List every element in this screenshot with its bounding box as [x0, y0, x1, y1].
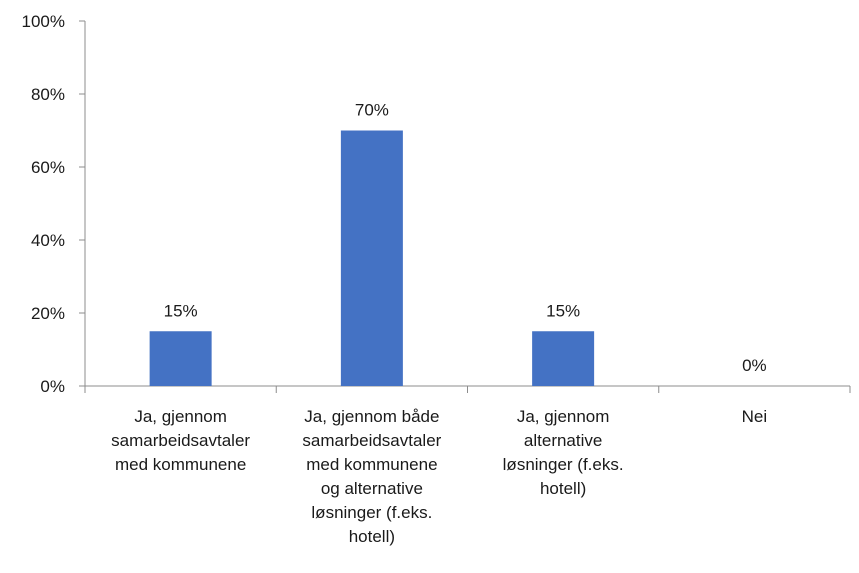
y-tick-label: 80%: [31, 85, 65, 104]
data-labels: 15% 70% 15% 0%: [164, 101, 767, 376]
x-axis: [79, 385, 851, 393]
y-tick-label: 0%: [40, 377, 65, 396]
y-tick-label: 60%: [31, 158, 65, 177]
bar: [149, 331, 212, 386]
bar: [340, 130, 403, 386]
y-tick-label: 100%: [22, 12, 65, 31]
data-label: 0%: [742, 356, 767, 375]
y-tick-label: 20%: [31, 304, 65, 323]
data-label: 15%: [546, 301, 580, 320]
y-axis: 0% 20% 40% 60% 80% 100%: [22, 12, 86, 396]
bar: [532, 331, 595, 386]
y-tick-label: 40%: [31, 231, 65, 250]
x-category-label: Ja, gjennom både samarbeidsavtaler med kom…: [302, 407, 441, 546]
data-label: 70%: [355, 101, 389, 120]
x-category-label: Ja, gjennom alternative løsninger (f.eks. h…: [503, 407, 624, 498]
category-labels: Ja, gjennom samarbeidsavtaler med kommunen…: [111, 407, 767, 546]
x-category-label: Ja, gjennom samarbeidsavtaler med kommunen…: [111, 407, 250, 474]
bars: [149, 130, 595, 386]
data-label: 15%: [164, 301, 198, 320]
x-category-label: Nei: [742, 407, 768, 426]
